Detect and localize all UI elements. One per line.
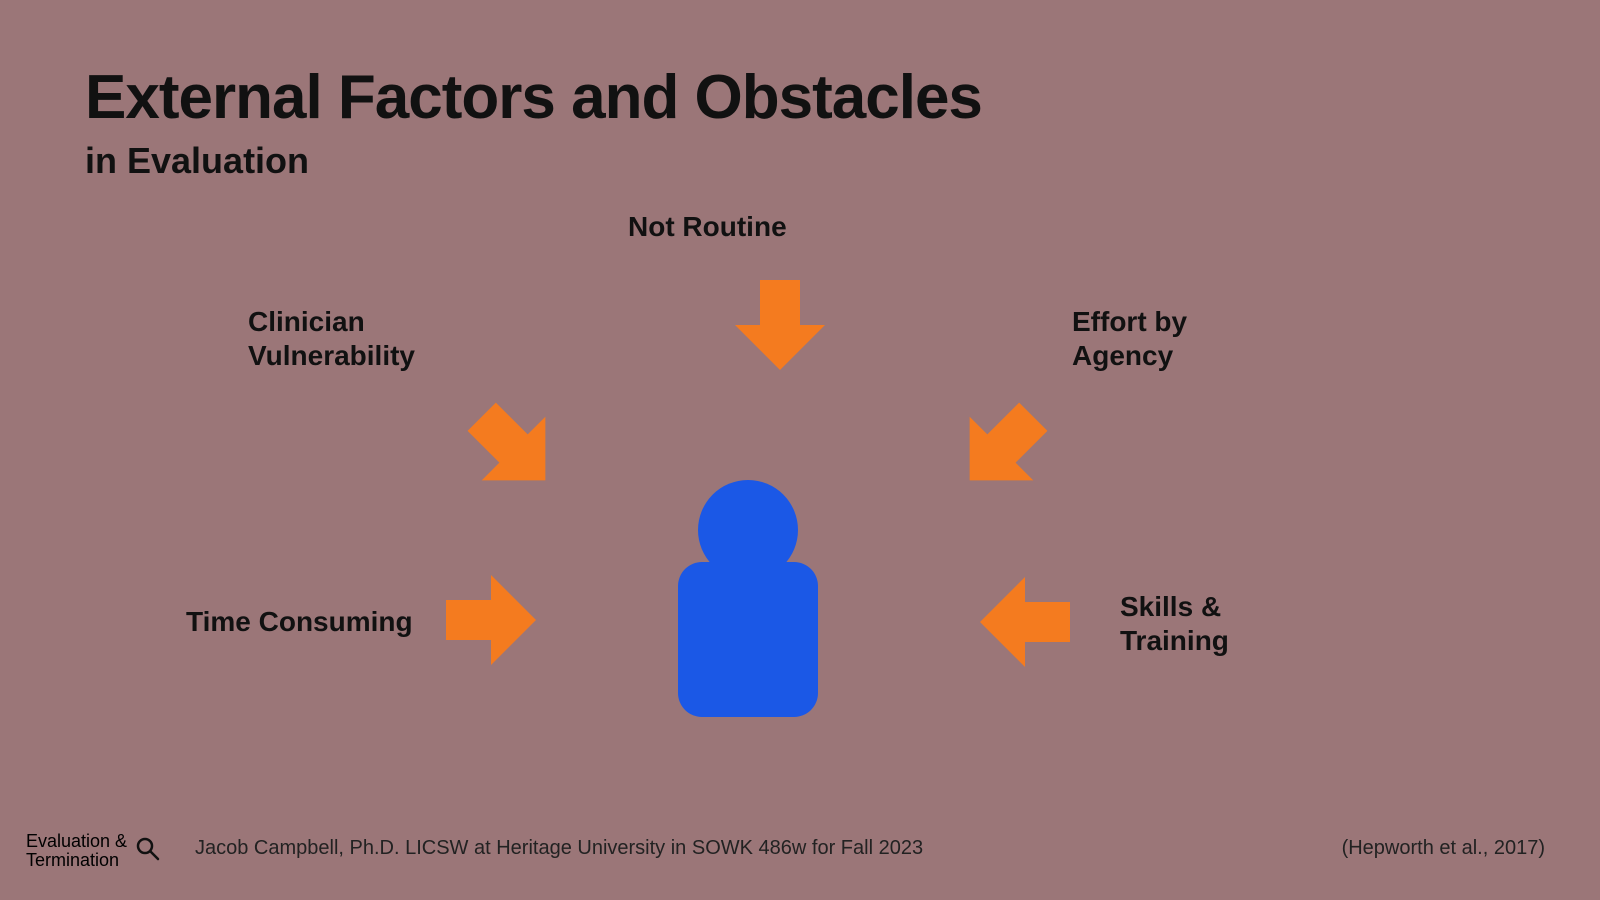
factor-clinician-vulnerability: ClinicianVulnerability [248, 305, 415, 372]
slide-subtitle: in Evaluation [85, 140, 309, 182]
factor-effort-by-agency: Effort byAgency [1072, 305, 1187, 372]
footer-logo: Evaluation & Termination [26, 832, 161, 870]
slide-title: External Factors and Obstacles [85, 62, 982, 133]
person-icon [678, 480, 818, 730]
arrow-left-icon [980, 572, 1080, 672]
factor-skills-training: Skills &Training [1120, 590, 1229, 657]
arrow-right-icon [436, 570, 536, 670]
arrow-diagonal-down-left-icon [934, 374, 1075, 515]
arrow-down-icon [730, 270, 830, 370]
arrow-diagonal-down-right-icon [439, 374, 580, 515]
footer-author: Jacob Campbell, Ph.D. LICSW at Heritage … [195, 837, 923, 860]
footer-logo-line2: Termination [26, 851, 127, 870]
magnifier-icon [135, 836, 161, 867]
footer-logo-line1: Evaluation & [26, 832, 127, 851]
factor-time-consuming: Time Consuming [186, 605, 413, 639]
slide-container: External Factors and Obstacles in Evalua… [0, 0, 1600, 900]
footer-citation: (Hepworth et al., 2017) [1342, 837, 1545, 860]
factor-not-routine: Not Routine [628, 210, 787, 244]
footer-logo-text: Evaluation & Termination [26, 832, 127, 870]
